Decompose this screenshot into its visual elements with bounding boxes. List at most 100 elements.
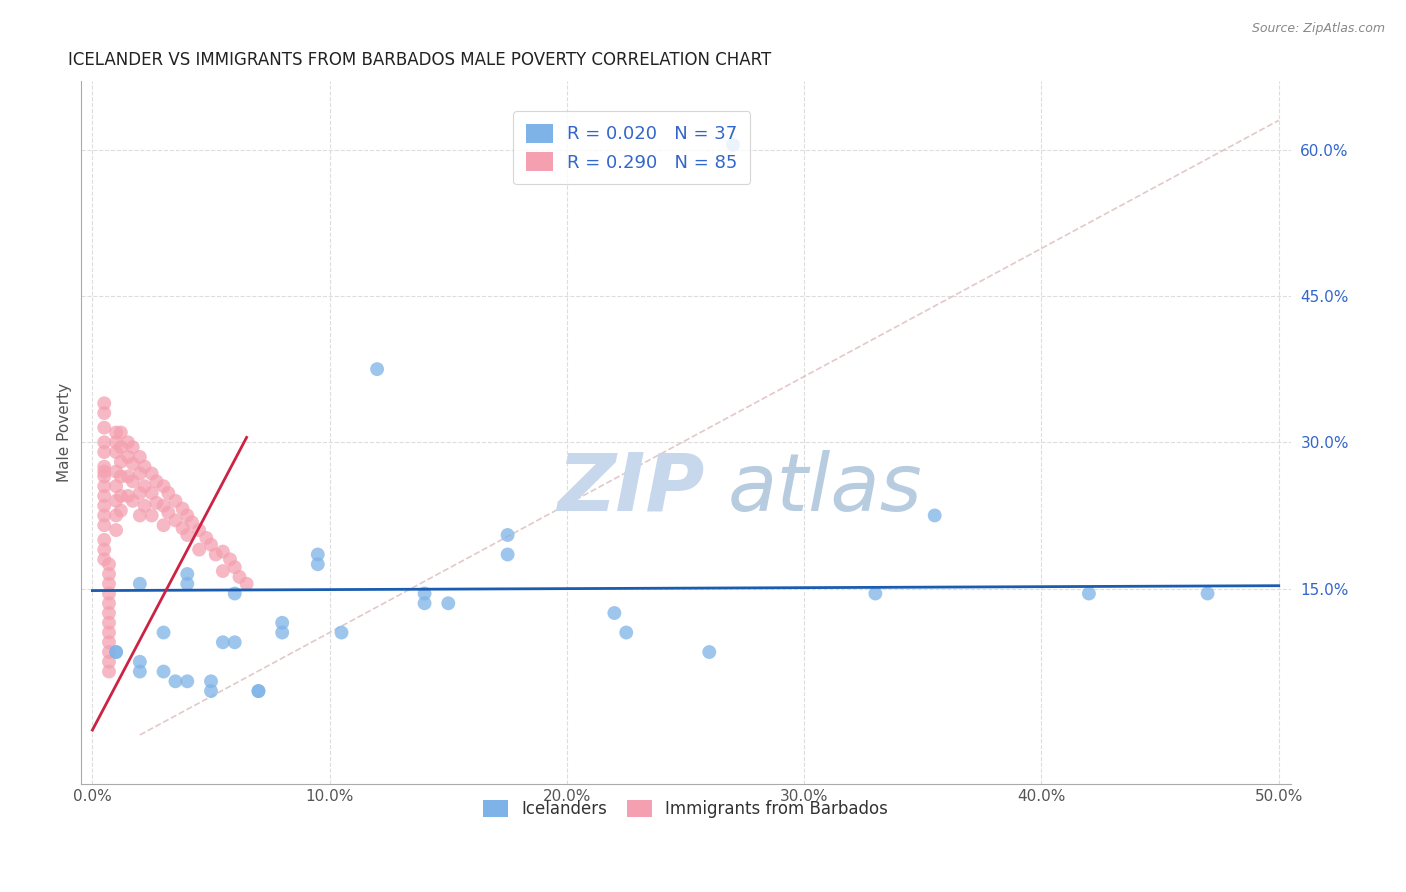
Point [110, 425, 132, 440]
Point [176, 576, 198, 591]
Point [93, 420, 115, 434]
Point [330, 625, 353, 640]
Point [212, 564, 235, 578]
Point [105, 493, 128, 508]
Point [134, 499, 156, 513]
Point [200, 674, 222, 689]
Point [141, 467, 163, 481]
Y-axis label: Male Poverty: Male Poverty [58, 383, 72, 482]
Point [110, 489, 132, 503]
Point [247, 684, 270, 698]
Point [176, 566, 198, 581]
Point [121, 457, 143, 471]
Point [141, 508, 163, 523]
Point [110, 455, 132, 469]
Point [105, 425, 128, 440]
Point [219, 552, 242, 566]
Point [93, 542, 115, 557]
Point [188, 523, 211, 537]
Point [1197, 586, 1219, 600]
Point [105, 523, 128, 537]
Point [93, 489, 115, 503]
Legend: Icelanders, Immigrants from Barbados: Icelanders, Immigrants from Barbados [477, 793, 896, 824]
Point [121, 475, 143, 489]
Point [176, 508, 198, 523]
Point [413, 596, 436, 610]
Point [603, 606, 626, 620]
Point [117, 435, 139, 450]
Point [98, 635, 121, 649]
Point [496, 528, 519, 542]
Point [366, 362, 388, 376]
Point [224, 586, 246, 600]
Point [157, 486, 180, 500]
Point [145, 496, 167, 510]
Point [93, 435, 115, 450]
Point [721, 137, 744, 152]
Point [200, 538, 222, 552]
Point [93, 479, 115, 493]
Point [98, 586, 121, 600]
Point [141, 486, 163, 500]
Point [247, 684, 270, 698]
Point [165, 513, 187, 527]
Point [128, 665, 150, 679]
Point [105, 645, 128, 659]
Point [204, 548, 226, 562]
Point [924, 508, 946, 523]
Point [865, 586, 887, 600]
Point [152, 518, 174, 533]
Point [271, 615, 294, 630]
Point [105, 435, 128, 450]
Point [121, 440, 143, 454]
Text: atlas: atlas [727, 450, 922, 528]
Point [224, 560, 246, 574]
Point [93, 396, 115, 410]
Point [98, 645, 121, 659]
Point [93, 406, 115, 420]
Point [93, 508, 115, 523]
Point [93, 469, 115, 483]
Point [212, 544, 235, 558]
Point [496, 548, 519, 562]
Point [110, 503, 132, 517]
Point [172, 501, 194, 516]
Point [271, 625, 294, 640]
Point [128, 486, 150, 500]
Point [224, 635, 246, 649]
Point [134, 459, 156, 474]
Point [93, 459, 115, 474]
Point [98, 566, 121, 581]
Point [105, 508, 128, 523]
Point [121, 493, 143, 508]
Point [98, 576, 121, 591]
Point [614, 625, 637, 640]
Point [105, 479, 128, 493]
Point [134, 479, 156, 493]
Point [195, 531, 218, 545]
Text: ZIP: ZIP [557, 450, 704, 528]
Point [165, 493, 187, 508]
Point [437, 596, 460, 610]
Point [200, 684, 222, 698]
Point [128, 576, 150, 591]
Point [172, 521, 194, 535]
Point [152, 665, 174, 679]
Point [152, 499, 174, 513]
Point [98, 655, 121, 669]
Point [105, 465, 128, 479]
Point [1077, 586, 1099, 600]
Point [110, 469, 132, 483]
Point [413, 586, 436, 600]
Point [105, 445, 128, 459]
Point [98, 615, 121, 630]
Point [307, 558, 329, 572]
Point [228, 570, 250, 584]
Point [98, 665, 121, 679]
Point [152, 479, 174, 493]
Point [93, 552, 115, 566]
Point [93, 445, 115, 459]
Point [110, 440, 132, 454]
Point [98, 606, 121, 620]
Point [188, 542, 211, 557]
